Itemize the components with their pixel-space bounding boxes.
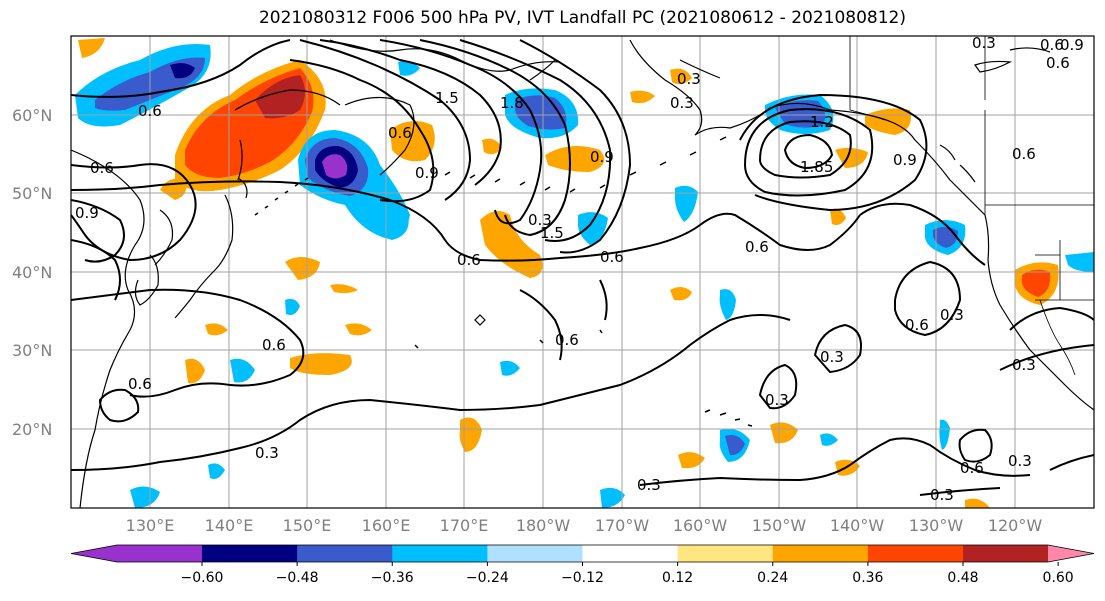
lon-tick-label: 180°W: [516, 516, 571, 535]
contour-label: 0.6: [128, 375, 152, 393]
contour-label: 0.3: [670, 94, 694, 112]
lon-tick-label: 130°E: [126, 516, 175, 535]
lon-tick-label: 170°E: [440, 516, 489, 535]
lon-tick-label: 150°W: [752, 516, 807, 535]
colorbar-tick-label: 0.36: [852, 570, 883, 586]
longitude-axis: 130°E 140°E 150°E 160°E 170°E 180°W 170°…: [126, 516, 1043, 535]
colorbar-segment: [297, 545, 393, 562]
lon-tick-label: 120°W: [988, 516, 1043, 535]
latitude-axis: 60°N 50°N 40°N 30°N 20°N: [12, 106, 52, 439]
contour-label: 0.6: [138, 102, 162, 120]
colorbar-segment: [582, 545, 679, 562]
colorbar-tick-label: −0.24: [466, 570, 509, 586]
colorbar-segment: [202, 545, 298, 562]
colorbar-segment: [71, 545, 202, 562]
map-title: 2021080312 F006 500 hPa PV, IVT Landfall…: [258, 8, 906, 28]
colorbar-tick-label: 0.12: [662, 570, 693, 586]
colorbar-outline: [70, 544, 1095, 563]
contour-label: 0.6: [600, 248, 624, 266]
contour-label: 0.3: [930, 486, 954, 504]
contour-label: 0.3: [677, 70, 701, 88]
colorbar-tick-label: −0.36: [371, 570, 414, 586]
contour-label: 0.6: [262, 336, 286, 354]
lat-tick-label: 40°N: [12, 263, 52, 282]
colorbar-tick-label: 0.60: [1043, 570, 1074, 586]
contour-label: 0.6: [555, 331, 579, 349]
pc-contours: [71, 39, 1094, 496]
lat-tick-label: 20°N: [12, 420, 52, 439]
map-frame: [70, 35, 1095, 509]
lat-tick-label: 50°N: [12, 184, 52, 203]
contour-label: 0.6: [1046, 54, 1070, 72]
contour-label: 0.9: [590, 148, 614, 166]
contour-labels: 0.6 0.6 0.9 1.5 1.8 0.9 0.3 0.3 0.9 0.6 …: [75, 34, 1084, 504]
colorbar-segment: [867, 545, 964, 562]
lon-tick-label: 140°W: [830, 516, 885, 535]
contour-label: 0.3: [1008, 452, 1032, 470]
lat-tick-label: 30°N: [12, 341, 52, 360]
contour-label: 1.5: [435, 89, 459, 107]
contour-label: 0.9: [893, 151, 917, 169]
contour-label: 0.9: [415, 164, 439, 182]
colorbar-segment: [487, 545, 583, 562]
contour-label: 0.6: [1012, 145, 1036, 163]
lon-tick-label: 140°E: [205, 516, 254, 535]
contour-label: 1.85: [800, 158, 833, 176]
colorbar-segment: [677, 545, 774, 562]
map-gridlines: [71, 36, 1094, 508]
contour-label: 0.3: [820, 348, 844, 366]
colorbar-segment: [772, 545, 869, 562]
contour-label: 0.6: [388, 124, 412, 142]
colorbar-tick-label: −0.60: [181, 570, 224, 586]
contour-label: 0.3: [765, 391, 789, 409]
contour-label: 0.6: [457, 251, 481, 269]
contour-label: 0.3: [1012, 356, 1036, 374]
lon-tick-label: 170°W: [595, 516, 650, 535]
colorbar-segment: [1048, 545, 1094, 562]
lon-tick-label: 160°W: [673, 516, 728, 535]
lat-tick-label: 60°N: [12, 106, 52, 125]
contour-label: 0.9: [75, 204, 99, 222]
contour-label: 0.3: [940, 306, 964, 324]
contour-label: 1.8: [500, 94, 524, 112]
colorbar-tick-label: −0.48: [276, 570, 319, 586]
colorbar-tick-label: 0.24: [757, 570, 788, 586]
lon-tick-label: 150°E: [283, 516, 332, 535]
contour-label: 0.3: [972, 34, 996, 52]
contour-label: 0.6: [905, 316, 929, 334]
colorbar-tick-label: 0.48: [947, 570, 978, 586]
colorbar-segment: [392, 545, 488, 562]
lon-tick-label: 160°E: [362, 516, 411, 535]
colorbar-segment: [963, 545, 1048, 562]
coastlines: [71, 36, 1094, 508]
contour-label: 0.3: [637, 476, 661, 494]
contour-label: 0.3: [255, 444, 279, 462]
contour-label: 0.6: [90, 159, 114, 177]
contour-label: 0.3: [528, 211, 552, 229]
lon-tick-label: 130°W: [909, 516, 964, 535]
contour-label: 0.6: [745, 238, 769, 256]
colorbar: −0.60 −0.48 −0.36 −0.24 −0.12 0.12 0.24 0.36 0.4…: [70, 544, 1095, 586]
contour-label: 0.9: [1060, 36, 1084, 54]
contour-label: 1.5: [540, 224, 564, 242]
contour-label: 1.2: [810, 113, 834, 131]
contour-label: 0.6: [1040, 36, 1064, 54]
colorbar-tick-label: −0.12: [561, 570, 604, 586]
contour-label: 0.6: [960, 459, 984, 477]
